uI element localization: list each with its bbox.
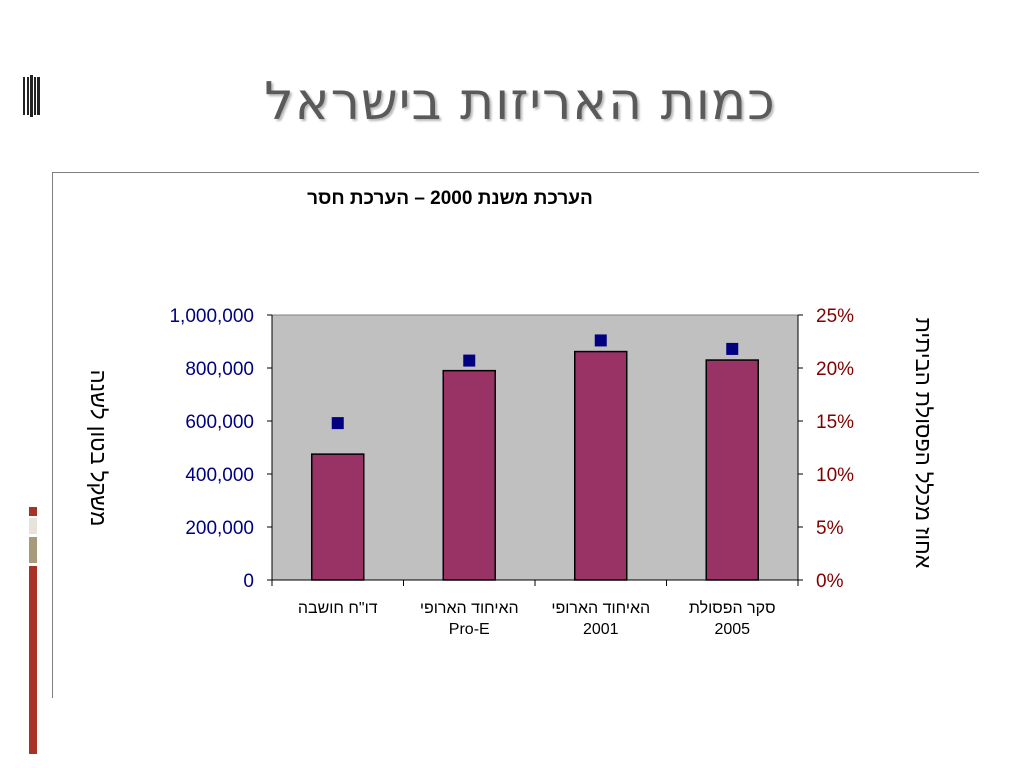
decorative-bar-red-long — [29, 566, 37, 754]
y2-tick-label: 25% — [816, 306, 854, 327]
bar — [442, 369, 496, 581]
chart-title: הערכת משנת 2000 – הערכת חסר — [307, 188, 593, 209]
x-tick-label: האיחוד הארופי — [551, 600, 650, 617]
y2-tick-label: 10% — [816, 465, 854, 486]
y-tick-label: 200,000 — [185, 518, 254, 539]
decorative-bar-tan — [29, 537, 37, 563]
logo-icon — [23, 75, 40, 117]
x-tick-label: סקר הפסולת — [689, 599, 776, 617]
y2-tick-label: 15% — [816, 412, 854, 433]
y2-tick-label: 5% — [816, 518, 844, 539]
bar — [705, 359, 759, 581]
x-tick-label: 2005 — [714, 621, 750, 638]
y-tick-label: 600,000 — [185, 412, 254, 433]
y-tick-label: 1,000,000 — [169, 306, 254, 327]
data-point-marker — [726, 342, 739, 355]
frame-top-divider — [52, 172, 979, 173]
decorative-bar-light — [29, 518, 37, 534]
x-tick-label: האיחוד הארופי — [420, 600, 519, 617]
y2-tick-label: 0% — [816, 571, 844, 592]
y-tick-label: 800,000 — [185, 359, 254, 380]
x-tick-label: דו"ח חושבה — [298, 600, 378, 617]
slide-title: כמות האריזות בישראל — [264, 72, 776, 132]
decorative-bar-red — [29, 507, 37, 516]
data-point-marker — [331, 417, 344, 430]
bar — [311, 453, 365, 581]
y2-tick-label: 20% — [816, 359, 854, 380]
y-tick-label: 0 — [243, 571, 254, 592]
y-tick-label: 400,000 — [185, 465, 254, 486]
bar — [574, 350, 628, 581]
x-tick-label: 2001 — [583, 621, 619, 638]
frame-left-divider — [52, 172, 53, 698]
data-point-marker — [463, 354, 476, 367]
x-tick-label: Pro-E — [449, 621, 490, 638]
data-point-marker — [594, 334, 607, 347]
